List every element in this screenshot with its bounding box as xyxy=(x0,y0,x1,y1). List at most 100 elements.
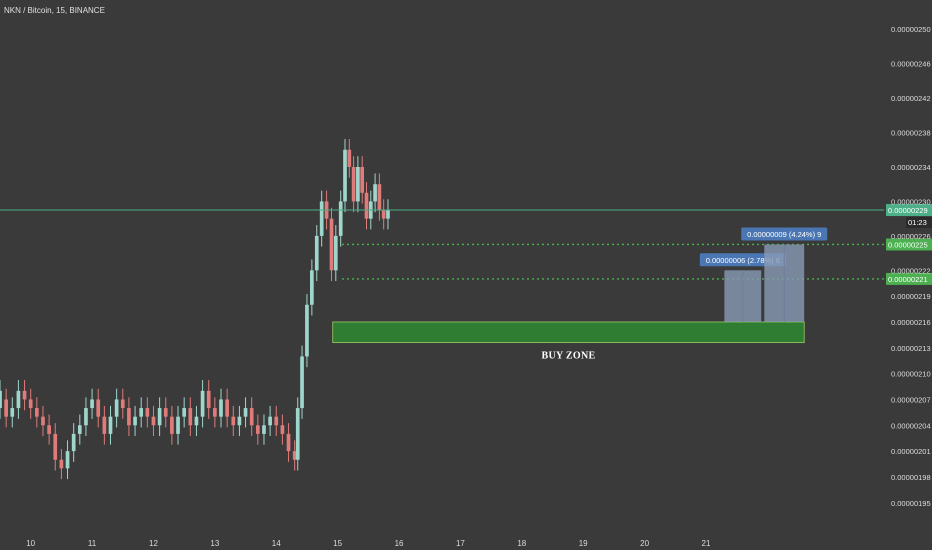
candle-body xyxy=(286,433,291,452)
price-tick-label: 0.00000216 xyxy=(891,318,931,327)
price-level-tag[interactable] xyxy=(886,272,932,285)
candle-body xyxy=(329,218,334,271)
price-tick-label: 0.00000198 xyxy=(891,473,931,482)
candle-body xyxy=(249,408,254,426)
candle-body xyxy=(213,408,217,417)
price-tick-label: 0.00000195 xyxy=(891,499,931,508)
candle-body xyxy=(77,425,82,434)
candle-body xyxy=(114,399,119,417)
candle-body xyxy=(364,192,369,219)
current-price-label: 0.00000229 xyxy=(888,206,928,215)
candle-body xyxy=(356,166,360,202)
price-tick-label: 0.00000210 xyxy=(891,370,931,379)
candle-body xyxy=(377,184,382,211)
date-tick-label: 13 xyxy=(210,539,219,548)
candle-body xyxy=(127,408,131,426)
buy-zone-label: BUY ZONE xyxy=(541,351,595,362)
date-tick-label: 18 xyxy=(517,539,526,548)
candle-body xyxy=(10,408,15,417)
candle-body xyxy=(0,390,2,409)
candle-body xyxy=(319,201,324,236)
candle-body xyxy=(300,356,304,409)
candle-body xyxy=(22,390,27,400)
candle-body xyxy=(292,451,297,460)
date-tick-label: 12 xyxy=(149,539,158,548)
date-tick-label: 16 xyxy=(395,539,404,548)
price-tick-label: 0.00000222 xyxy=(891,266,931,275)
overlays-layer: 0.00000229 01:23 0.00000225 0.00000221 BUY Z… xyxy=(0,204,932,362)
candle-body xyxy=(151,416,156,426)
price-range-label: 0.00000006 (2.78%) 6 xyxy=(706,256,780,265)
price-tick-label: 0.00000234 xyxy=(891,163,931,172)
candle-body xyxy=(145,408,150,417)
candle-body xyxy=(102,416,107,434)
candle-body xyxy=(305,304,309,357)
price-axis[interactable]: 0.00000250 0.00000246 0.00000242 0.00000238… xyxy=(891,25,931,508)
price-tick-label: 0.00000250 xyxy=(891,25,931,34)
price-tick-label: 0.00000230 xyxy=(891,197,931,206)
price-tick-label: 0.00000201 xyxy=(891,447,931,456)
price-tick-label: 0.00000226 xyxy=(891,232,931,241)
candle-body xyxy=(237,416,242,426)
candle-body xyxy=(163,408,168,417)
candle-body xyxy=(314,235,319,271)
price-level-label: 0.00000225 xyxy=(888,240,928,249)
buy-zone-box[interactable] xyxy=(332,321,805,344)
candle-body xyxy=(182,408,187,417)
candle-body xyxy=(170,416,174,434)
candle-body xyxy=(373,184,377,202)
candle-body xyxy=(84,408,88,426)
candle-body xyxy=(59,459,64,469)
price-range-label: 0.00000009 (4.24%) 9 xyxy=(747,230,821,239)
price-tick-label: 0.00000207 xyxy=(891,395,931,404)
price-tick-label: 0.00000246 xyxy=(891,60,931,69)
candle-body xyxy=(133,416,137,426)
candle-body xyxy=(139,408,144,417)
candle-body xyxy=(194,416,199,426)
candle-body xyxy=(262,425,266,434)
candle-body xyxy=(108,416,113,434)
price-level-label: 0.00000221 xyxy=(888,275,928,284)
symbol-title[interactable]: NKN / Bitcoin, 15, BINANCE xyxy=(4,6,105,15)
candle-body xyxy=(71,433,76,452)
candle-body xyxy=(360,166,365,193)
candle-body xyxy=(206,390,211,409)
candle-body xyxy=(310,270,314,305)
candle-body xyxy=(34,408,39,417)
candle-body xyxy=(120,399,125,409)
price-level-tag[interactable] xyxy=(886,238,932,251)
candle-body xyxy=(243,408,248,417)
countdown-tag xyxy=(906,217,932,229)
candle-body xyxy=(351,166,356,202)
date-tick-label: 17 xyxy=(456,539,465,548)
candle-body xyxy=(225,399,229,417)
price-tick-label: 0.00000219 xyxy=(891,292,931,301)
candle-body xyxy=(157,408,162,426)
candle-body xyxy=(268,416,272,426)
price-tick-label: 0.00000204 xyxy=(891,421,931,430)
candle-body xyxy=(347,149,352,167)
candle-body xyxy=(4,399,8,417)
candle-body xyxy=(96,399,101,417)
candle-body xyxy=(41,416,45,426)
candle-body xyxy=(338,201,343,236)
price-tick-label: 0.00000213 xyxy=(891,344,931,353)
date-tick-label: 21 xyxy=(702,539,711,548)
candle-body xyxy=(381,210,386,219)
candle-body xyxy=(16,390,21,409)
candle-body xyxy=(280,425,285,434)
candle-body xyxy=(53,433,58,460)
time-axis[interactable]: 10 11 12 13 14 15 16 17 18 19 20 21 xyxy=(26,539,711,548)
date-tick-label: 20 xyxy=(640,539,649,548)
candle-body xyxy=(200,390,205,417)
date-tick-label: 15 xyxy=(333,539,342,548)
price-tick-label: 0.00000242 xyxy=(891,94,931,103)
candle-body xyxy=(90,399,94,409)
candle-body xyxy=(47,425,51,434)
date-tick-label: 14 xyxy=(272,539,281,548)
candle-body xyxy=(295,408,300,460)
candle-body xyxy=(28,399,33,409)
candle-body xyxy=(219,399,223,417)
current-price-tag[interactable] xyxy=(886,204,932,217)
